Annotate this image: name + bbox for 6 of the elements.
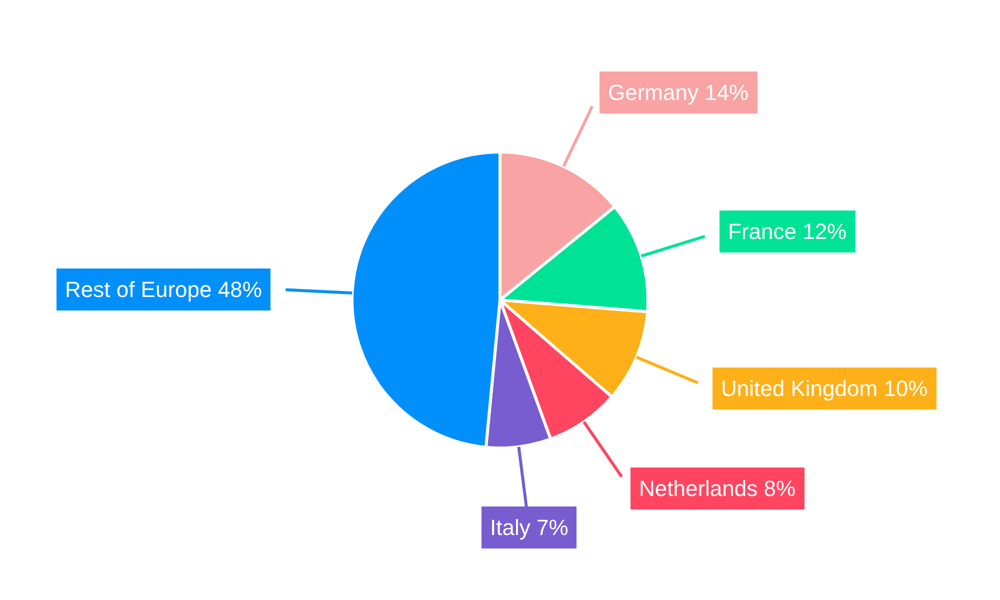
slice-label: Italy 7% — [490, 515, 568, 540]
slice-label: Germany 14% — [608, 80, 749, 105]
slice-label: United Kingdom 10% — [721, 376, 928, 401]
slice-label: Rest of Europe 48% — [65, 277, 262, 302]
slice-label: France 12% — [728, 219, 847, 244]
slice-label: Netherlands 8% — [639, 476, 796, 501]
